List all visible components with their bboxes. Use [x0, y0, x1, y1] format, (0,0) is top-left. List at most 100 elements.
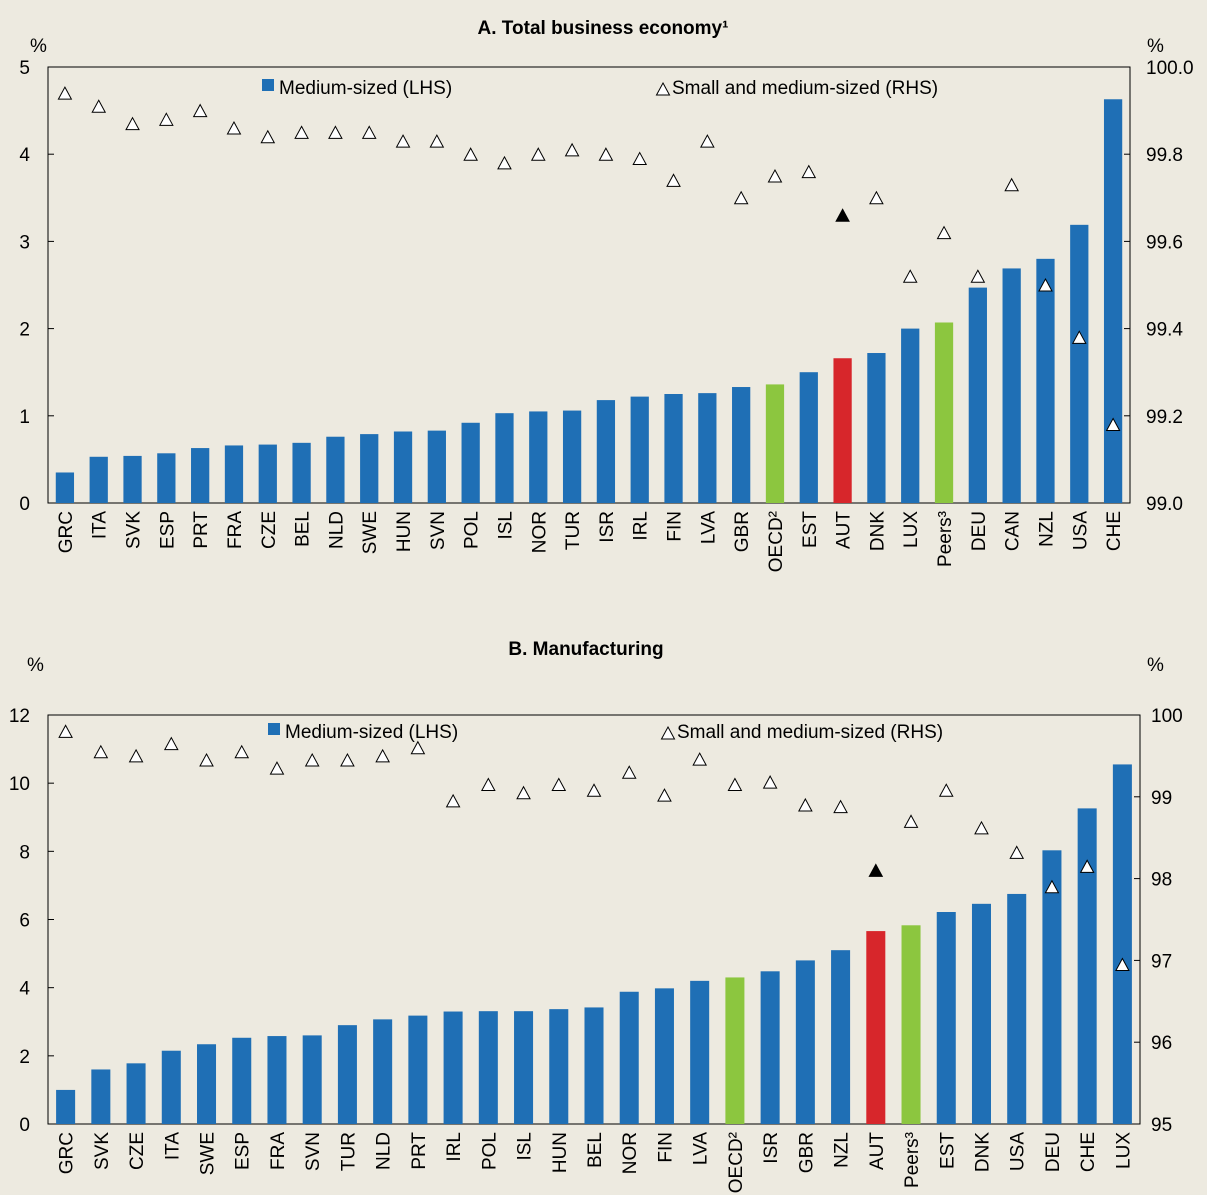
legend-label-medium: Medium-sized (LHS) [285, 722, 458, 743]
bar-lva [690, 980, 710, 1124]
right-tick-label: 100 [1151, 706, 1183, 727]
left-axis-unit: % [30, 36, 47, 57]
category-label: GBR [796, 1132, 817, 1173]
bar-svk [91, 1069, 111, 1124]
category-label: SVN [428, 511, 449, 550]
marker-nzl [1038, 277, 1053, 292]
category-label: DNK [972, 1132, 993, 1172]
right-axis-unit: % [1147, 36, 1164, 57]
marker-isl [497, 155, 512, 170]
marker-deu [1044, 879, 1060, 894]
marker-pol [480, 777, 496, 792]
marker-irl [632, 151, 648, 166]
marker-dnk [869, 190, 884, 205]
category-label: CZE [127, 1132, 148, 1170]
marker-esp [159, 112, 174, 126]
category-label: PRT [191, 511, 212, 549]
marker-nor [621, 765, 637, 779]
bar-nld [373, 1019, 393, 1124]
bar-fra [224, 445, 244, 503]
marker-nld [328, 125, 343, 139]
category-label: GRC [57, 1132, 78, 1174]
bar-tur [337, 1025, 357, 1124]
marker-gbr [733, 190, 749, 205]
left-axis-unit: % [27, 655, 44, 676]
bar-ita [89, 456, 108, 503]
blue-square-icon [268, 723, 280, 735]
category-label: GBR [732, 511, 753, 552]
marker-grc [57, 86, 73, 100]
marker-ita [163, 736, 179, 751]
marker-usa [1009, 845, 1025, 859]
category-label: LUX [901, 511, 922, 548]
bar-gbr [795, 960, 815, 1124]
category-label: FRA [268, 1132, 289, 1170]
left-tick-label: 10 [9, 774, 30, 795]
marker-che [1079, 859, 1095, 873]
left-tick-label: 0 [19, 1115, 30, 1136]
left-tick-label: 3 [19, 232, 30, 253]
category-label: SWE [198, 1132, 219, 1175]
marker-che [1105, 417, 1121, 432]
right-tick-label: 97 [1151, 951, 1172, 972]
category-label: OECD² [766, 511, 787, 572]
marker-lva [692, 752, 708, 766]
category-label: LVA [698, 511, 719, 544]
left-tick-label: 2 [19, 320, 30, 341]
bar-nor [529, 411, 548, 503]
marker-ita [91, 99, 107, 113]
bar-svk [123, 455, 142, 503]
category-label: DEU [1043, 1132, 1064, 1172]
bar-bel [584, 1007, 604, 1124]
marker-pol [463, 147, 478, 161]
category-label: ITA [90, 511, 111, 539]
bar-deu [968, 287, 987, 503]
bar-isr [760, 971, 780, 1124]
marker-svn [429, 134, 445, 148]
marker-bel [586, 783, 602, 797]
bar-nor [619, 991, 639, 1124]
category-label: POL [479, 1132, 500, 1170]
marker-hun [395, 134, 411, 148]
triangle-outline-icon [660, 725, 676, 740]
category-label: EST [800, 511, 821, 548]
category-label: PRT [409, 1132, 430, 1170]
marker-nld [375, 748, 390, 763]
category-label: LVA [691, 1132, 712, 1165]
marker-svk [125, 116, 140, 131]
marker-lva [700, 134, 715, 148]
bar-isr [596, 400, 616, 503]
category-label: OECD² [726, 1132, 747, 1193]
category-label: CHE [1104, 511, 1125, 551]
category-label: DEU [969, 511, 990, 551]
bar-pol [478, 1011, 498, 1124]
marker-oecd [767, 168, 783, 183]
bar-tur [562, 410, 582, 503]
marker-nor [530, 147, 546, 161]
marker-cze [128, 748, 144, 763]
blue-square-icon [262, 79, 274, 91]
bar-che [1077, 808, 1097, 1124]
category-label: IRL [444, 1132, 465, 1162]
marker-isr [598, 147, 614, 161]
category-label: USA [1008, 1132, 1029, 1171]
marker-gbr [798, 797, 813, 812]
chart-panel-b: B. Manufacturing% % 0 2 4 6 8 10 12 95 96 97 98 99 100… [9, 639, 1183, 1193]
right-tick-label: 99.2 [1146, 407, 1183, 428]
category-label: ISL [495, 511, 516, 540]
right-tick-label: 99.4 [1146, 320, 1183, 341]
category-label: HUN [394, 511, 415, 552]
marker-isr [762, 775, 778, 789]
category-label: NZL [832, 1132, 853, 1168]
marker-svk [93, 744, 109, 759]
right-tick-label: 99 [1151, 788, 1172, 809]
bar-est [799, 372, 818, 503]
bar-prt [191, 448, 210, 503]
bar-isl [495, 413, 514, 503]
marker-cze [260, 129, 276, 144]
category-label: FIN [655, 1132, 676, 1163]
category-label: SVK [124, 511, 145, 549]
marker-lux [902, 269, 918, 283]
bar-svn [427, 430, 446, 503]
